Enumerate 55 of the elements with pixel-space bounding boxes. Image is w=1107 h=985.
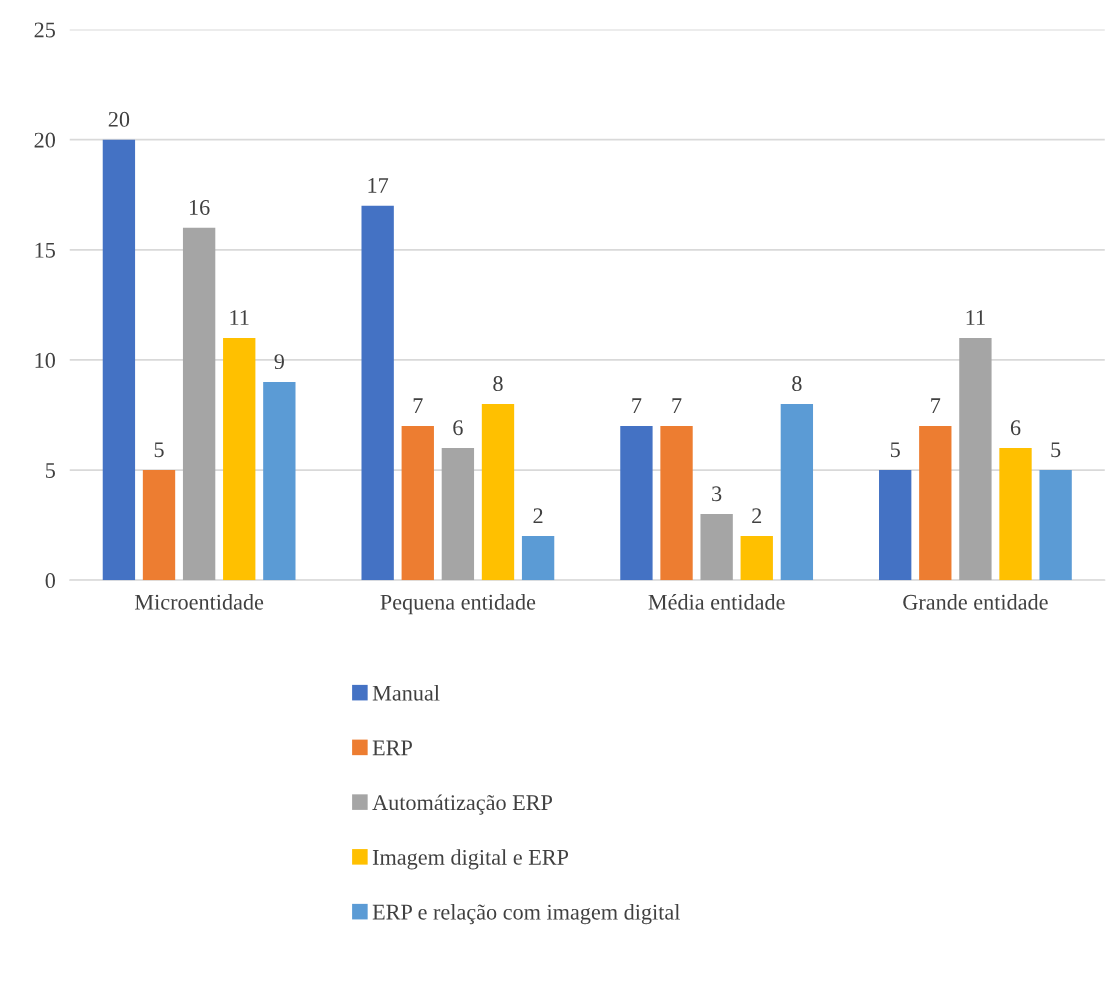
x-tick-label: Pequena entidade [380, 594, 536, 615]
x-tick-label: Média entidade [648, 594, 785, 610]
bar [441, 448, 475, 581]
bar [401, 425, 434, 581]
bar [521, 536, 555, 581]
bar [740, 536, 773, 581]
bar [182, 227, 216, 581]
y-tick-label: 20 [34, 132, 55, 148]
data-label: 20 [108, 111, 130, 127]
bar [223, 337, 256, 581]
legend-label: Manual [372, 685, 440, 701]
data-label: 2 [533, 508, 543, 524]
data-label: 6 [453, 420, 463, 436]
bar [780, 403, 814, 581]
data-label: 9 [274, 354, 284, 370]
data-label: 7 [413, 398, 423, 413]
bar [959, 337, 992, 581]
data-label: 5 [154, 442, 164, 458]
data-label: 5 [890, 442, 900, 458]
bar [999, 448, 1032, 581]
y-tick-label: 10 [35, 352, 55, 368]
data-label: 11 [966, 310, 985, 325]
data-label: 6 [1010, 420, 1021, 436]
y-tick-label: 15 [35, 242, 55, 258]
bar [361, 205, 394, 581]
y-tick-label: 25 [34, 22, 55, 38]
data-label: 17 [368, 178, 389, 193]
legend-label: ERP [372, 740, 412, 756]
bar [481, 403, 515, 581]
data-label: 7 [672, 398, 682, 413]
legend-label: Automátização ERP [372, 794, 553, 815]
bar [620, 425, 653, 581]
data-label: 8 [493, 376, 503, 392]
x-tick-label: Microentidade [134, 594, 264, 610]
bar [700, 514, 733, 581]
bar [1039, 470, 1072, 581]
bar [102, 139, 136, 581]
bar [660, 425, 693, 581]
y-tick-label: 0 [45, 573, 55, 589]
data-label: 5 [1051, 442, 1061, 458]
data-label: 7 [632, 398, 642, 413]
data-label: 8 [792, 376, 802, 392]
y-tick-label: 5 [46, 463, 55, 478]
bar [142, 470, 176, 581]
data-label: 11 [230, 310, 249, 325]
legend-label: ERP e relação com imagem digital [372, 904, 680, 925]
data-label: 7 [931, 398, 941, 413]
legend-label: Imagem digital e ERP [372, 849, 569, 870]
data-label: 16 [189, 199, 210, 215]
data-label: 2 [752, 508, 762, 524]
data-label: 3 [712, 486, 722, 502]
bar [919, 425, 952, 581]
bar [879, 470, 912, 581]
x-tick-label: Grande entidade [903, 594, 1048, 610]
bar [263, 381, 296, 581]
